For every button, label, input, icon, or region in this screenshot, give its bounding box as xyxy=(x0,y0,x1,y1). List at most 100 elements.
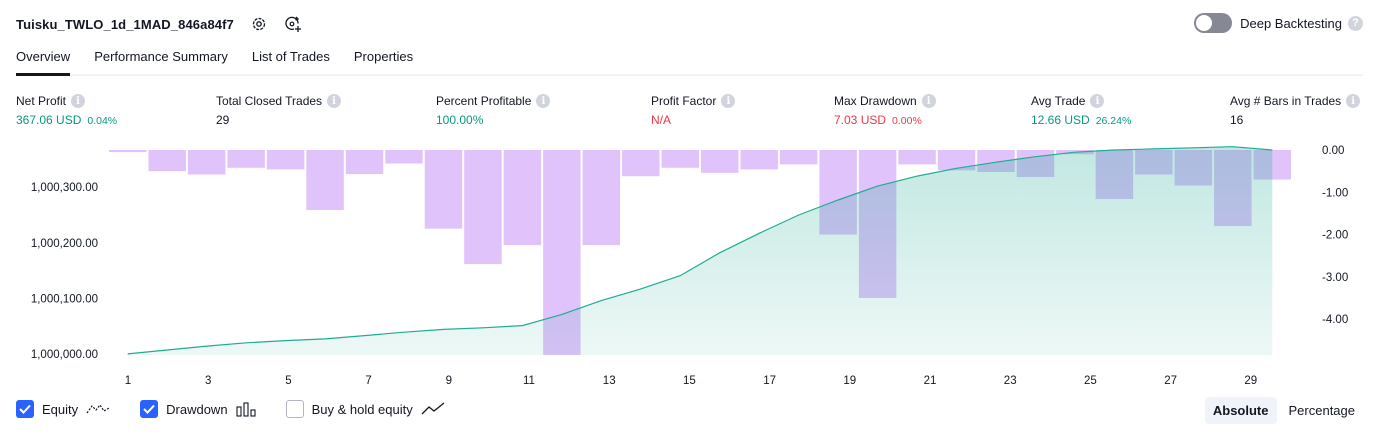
x-axis-tick: 29 xyxy=(1244,375,1257,387)
drawdown-bar xyxy=(385,150,423,164)
x-axis-tick: 15 xyxy=(683,375,696,387)
metric-avg-bars-in-trades: Avg # Bars in Trades i 16 xyxy=(1230,94,1361,127)
right-axis-tick: -2.00 xyxy=(1322,230,1348,242)
mode-absolute-button[interactable]: Absolute xyxy=(1204,397,1277,424)
x-axis-tick: 9 xyxy=(446,375,452,387)
drawdown-bar xyxy=(937,150,976,171)
metric-label: Avg # Bars in Trades xyxy=(1230,94,1342,108)
x-axis-tick: 23 xyxy=(1004,375,1017,387)
drawdown-bar xyxy=(266,150,305,170)
drawdown-bar xyxy=(464,150,502,265)
x-axis-tick: 7 xyxy=(365,375,371,387)
metric-label: Percent Profitable xyxy=(436,94,532,108)
info-icon[interactable]: i xyxy=(721,94,736,108)
x-axis-tick: 13 xyxy=(603,375,616,387)
x-axis-tick: 27 xyxy=(1164,375,1177,387)
metric-value: 16 xyxy=(1230,113,1244,127)
buy-hold-checkbox[interactable] xyxy=(285,400,304,418)
right-axis-tick: -3.00 xyxy=(1322,272,1348,284)
drawdown-bar xyxy=(503,150,542,246)
left-axis-tick: 1,000,000.00 xyxy=(31,349,98,361)
x-axis-tick: 17 xyxy=(763,375,776,387)
info-icon[interactable]: i xyxy=(1346,94,1361,108)
metric-max-drawdown: Max Drawdown i 7.03 USD 0.00% xyxy=(834,94,936,127)
legend-label: Buy & hold equity xyxy=(311,401,413,417)
right-axis-tick: -4.00 xyxy=(1322,314,1348,326)
metric-label: Profit Factor xyxy=(651,94,717,108)
drawdown-bar xyxy=(187,150,226,175)
legend-label: Drawdown xyxy=(166,401,228,417)
info-icon[interactable]: i xyxy=(71,94,86,108)
drawdown-checkbox[interactable] xyxy=(140,400,159,418)
equity-checkbox[interactable] xyxy=(16,400,34,418)
metric-subvalue: 0.04% xyxy=(87,115,118,127)
left-axis-tick: 1,000,300.00 xyxy=(31,182,98,194)
x-axis-tick: 3 xyxy=(205,375,211,387)
metric-subvalue: 26.24% xyxy=(1095,115,1132,127)
legend-label: Equity xyxy=(42,401,79,417)
equity-drawdown-chart[interactable]: 1,000,000.00 1,000,100.00 1,000,200.00 1,00… xyxy=(0,140,1379,392)
left-axis-tick: 1,000,100.00 xyxy=(31,293,98,305)
refresh-add-icon[interactable] xyxy=(284,15,302,33)
info-icon[interactable]: i xyxy=(327,94,342,108)
info-icon[interactable]: i xyxy=(921,94,936,108)
drawdown-bar xyxy=(424,150,463,229)
equity-line xyxy=(127,146,1273,355)
metric-label: Avg Trade xyxy=(1031,94,1086,108)
display-mode-switch: Absolute Percentage xyxy=(1201,397,1363,424)
drawdown-bar xyxy=(740,150,778,170)
drawdown-bar xyxy=(109,150,147,153)
drawdown-bar xyxy=(661,150,699,168)
info-icon[interactable]: i xyxy=(1090,94,1105,108)
equity-area xyxy=(127,146,1273,355)
settings-icon[interactable] xyxy=(250,15,268,33)
legend-drawdown[interactable]: Drawdown xyxy=(140,400,256,418)
drawdown-bar xyxy=(622,150,660,177)
tab-list-of-trades[interactable]: List of Trades xyxy=(251,49,330,64)
equity-line-icon xyxy=(86,401,110,417)
drawdown-bar xyxy=(306,150,344,211)
legend-buy-hold[interactable]: Buy & hold equity xyxy=(285,400,445,418)
metric-avg-trade: Avg Trade i 12.66 USD 26.24% xyxy=(1031,94,1131,127)
strategy-header: Tuisku_TWLO_1d_1MAD_846a84f7 xyxy=(16,12,302,36)
strategy-title: Tuisku_TWLO_1d_1MAD_846a84f7 xyxy=(16,16,234,32)
metric-value: 100.00% xyxy=(436,113,484,127)
legend-equity[interactable]: Equity xyxy=(16,400,110,418)
deep-backtesting-toggle[interactable] xyxy=(1194,13,1233,33)
left-axis: 1,000,000.00 1,000,100.00 1,000,200.00 1,00… xyxy=(31,182,98,361)
equity-series xyxy=(127,146,1273,355)
tab-overview[interactable]: Overview xyxy=(16,46,71,76)
right-axis-tick: 0.00 xyxy=(1322,145,1344,157)
drawdown-bar xyxy=(227,150,265,168)
mode-percentage-button[interactable]: Percentage xyxy=(1288,403,1356,418)
bars-icon xyxy=(236,401,256,417)
left-axis-tick: 1,000,200.00 xyxy=(31,238,98,250)
x-axis-tick: 25 xyxy=(1084,375,1097,387)
tab-performance-summary[interactable]: Performance Summary xyxy=(94,49,228,64)
right-axis: 0.00 -1.00 -2.00 -3.00 -4.00 xyxy=(1322,145,1348,326)
tab-properties[interactable]: Properties xyxy=(353,49,414,64)
metric-profit-factor: Profit Factor i N/A xyxy=(651,94,736,127)
x-axis: 1 3 5 7 9 11 13 15 17 19 21 23 25 27 29 xyxy=(125,375,1257,387)
metric-label: Total Closed Trades xyxy=(216,94,323,108)
drawdown-bar xyxy=(148,150,186,172)
metric-subvalue: 0.00% xyxy=(892,115,922,127)
chart-legend: Equity Drawdown Buy & hold equity xyxy=(16,400,475,418)
drawdown-bar xyxy=(345,150,384,175)
deep-backtesting-label: Deep Backtesting xyxy=(1240,15,1342,31)
metric-percent-profitable: Percent Profitable i 100.00% xyxy=(436,94,551,127)
deep-backtesting: Deep Backtesting ? xyxy=(1194,13,1363,33)
right-axis-tick: -1.00 xyxy=(1322,187,1348,199)
metric-value: 29 xyxy=(216,113,230,127)
drawdown-bar xyxy=(779,150,818,165)
trend-line-icon xyxy=(421,401,445,417)
info-icon[interactable]: i xyxy=(536,94,551,108)
x-axis-tick: 5 xyxy=(285,375,291,387)
help-icon[interactable]: ? xyxy=(1348,15,1363,31)
tab-bar: Overview Performance Summary List of Tra… xyxy=(16,46,1363,76)
x-axis-tick: 19 xyxy=(843,375,856,387)
drawdown-bar xyxy=(701,150,739,173)
x-axis-tick: 21 xyxy=(924,375,937,387)
metric-value: N/A xyxy=(651,113,672,127)
metric-value: 12.66 USD xyxy=(1031,113,1090,127)
